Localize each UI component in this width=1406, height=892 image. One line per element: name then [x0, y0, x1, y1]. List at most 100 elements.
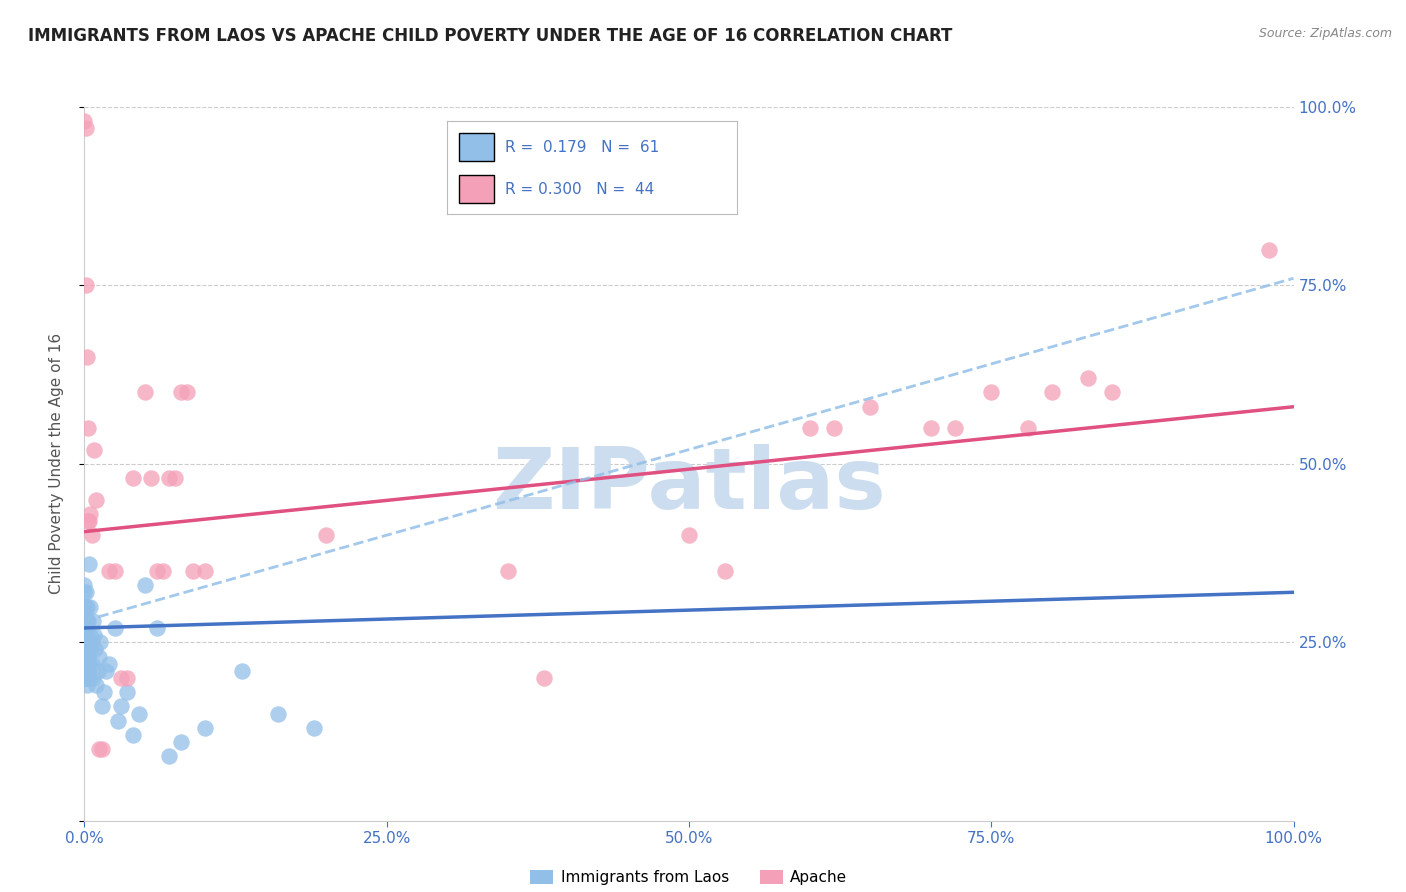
Point [80, 635, 103, 649]
Point [86, 678, 108, 692]
Point [91, 742, 114, 756]
Point [146, 564, 169, 578]
Point [93, 685, 115, 699]
Point [76, 664, 98, 678]
Point [1017, 421, 1039, 435]
Point [86, 492, 108, 507]
Point [73, 642, 96, 657]
Point [77, 557, 100, 571]
Point [107, 714, 129, 728]
Point [75, 671, 97, 685]
Point [73, 114, 96, 128]
Point [115, 685, 138, 699]
Point [859, 400, 882, 414]
Point [77, 664, 100, 678]
Point [1040, 385, 1063, 400]
Point [75, 657, 97, 671]
Point [83, 442, 105, 457]
Point [176, 385, 198, 400]
Point [76, 350, 98, 364]
Point [77, 421, 100, 435]
Point [496, 564, 519, 578]
Point [83, 628, 105, 642]
Point [97, 564, 120, 578]
Point [82, 614, 104, 628]
Point [77, 614, 100, 628]
Point [75, 657, 97, 671]
Point [73, 614, 96, 628]
Point [1077, 371, 1099, 385]
Point [115, 671, 138, 685]
Point [267, 706, 290, 721]
Point [134, 385, 156, 400]
Point [77, 635, 100, 649]
Point [73, 578, 96, 592]
Point [121, 728, 143, 742]
Point [77, 514, 100, 528]
Point [121, 471, 143, 485]
Point [146, 621, 169, 635]
Point [77, 671, 100, 685]
Point [157, 471, 180, 485]
Point [75, 278, 97, 293]
Point [79, 628, 101, 642]
Point [714, 564, 737, 578]
Point [80, 657, 103, 671]
Point [980, 385, 1002, 400]
Point [157, 749, 180, 764]
Point [104, 564, 127, 578]
Point [128, 706, 150, 721]
Point [76, 628, 98, 642]
Point [75, 642, 97, 657]
Point [91, 699, 114, 714]
Point [231, 664, 253, 678]
Point [943, 421, 966, 435]
Text: ZIPatlas: ZIPatlas [492, 443, 886, 527]
Point [87, 649, 110, 664]
Point [76, 649, 98, 664]
Point [110, 699, 132, 714]
Legend: Immigrants from Laos, Apache: Immigrants from Laos, Apache [524, 864, 853, 891]
Point [73, 585, 96, 599]
Point [75, 599, 97, 614]
Point [165, 471, 187, 485]
Point [82, 671, 104, 685]
Point [75, 585, 97, 599]
Point [75, 628, 97, 642]
Point [94, 664, 117, 678]
Point [79, 599, 101, 614]
Point [75, 614, 97, 628]
Point [73, 671, 96, 685]
Point [80, 528, 103, 542]
Point [79, 642, 101, 657]
Point [139, 471, 162, 485]
Point [73, 628, 96, 642]
Y-axis label: Child Poverty Under the Age of 16: Child Poverty Under the Age of 16 [49, 334, 63, 594]
Point [76, 599, 98, 614]
Point [87, 742, 110, 756]
Point [86, 664, 108, 678]
Point [77, 649, 100, 664]
Point [75, 671, 97, 685]
Text: IMMIGRANTS FROM LAOS VS APACHE CHILD POVERTY UNDER THE AGE OF 16 CORRELATION CHA: IMMIGRANTS FROM LAOS VS APACHE CHILD POV… [28, 27, 952, 45]
Point [799, 421, 821, 435]
Point [920, 421, 942, 435]
Point [823, 421, 845, 435]
Point [170, 385, 193, 400]
Point [1258, 243, 1281, 257]
Point [134, 578, 156, 592]
Point [77, 657, 100, 671]
Point [79, 507, 101, 521]
Point [77, 514, 100, 528]
Point [170, 735, 193, 749]
Point [194, 564, 217, 578]
Text: Source: ZipAtlas.com: Source: ZipAtlas.com [1258, 27, 1392, 40]
Point [194, 721, 217, 735]
Point [73, 657, 96, 671]
Point [89, 635, 111, 649]
Point [75, 121, 97, 136]
Point [110, 671, 132, 685]
Point [84, 642, 107, 657]
Point [76, 678, 98, 692]
Point [315, 528, 337, 542]
